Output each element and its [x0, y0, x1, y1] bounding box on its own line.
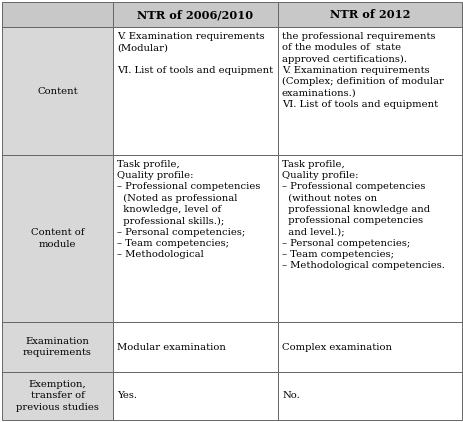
- Text: Task profile,
Quality profile:
– Professional competencies
  (without notes on
 : Task profile, Quality profile: – Profess…: [282, 160, 444, 270]
- Text: Complex examination: Complex examination: [282, 343, 391, 352]
- Bar: [113, 2, 277, 27]
- Bar: [2, 2, 113, 27]
- Text: Content of
module: Content of module: [31, 228, 84, 249]
- Bar: [277, 2, 461, 27]
- Bar: [277, 322, 461, 372]
- Text: No.: No.: [282, 392, 299, 400]
- Text: the professional requirements
of the modules of  state
approved certifications).: the professional requirements of the mod…: [282, 32, 443, 109]
- Text: Task profile,
Quality profile:
– Professional competencies
  (Noted as professio: Task profile, Quality profile: – Profess…: [117, 160, 260, 259]
- Bar: [277, 372, 461, 420]
- Bar: [113, 322, 277, 372]
- Text: Exemption,
transfer of
previous studies: Exemption, transfer of previous studies: [16, 380, 99, 412]
- Bar: [113, 27, 277, 155]
- Bar: [2, 372, 113, 420]
- Bar: [113, 372, 277, 420]
- Text: Modular examination: Modular examination: [117, 343, 225, 352]
- Bar: [277, 155, 461, 322]
- Bar: [2, 27, 113, 155]
- Bar: [2, 322, 113, 372]
- Text: Content: Content: [37, 87, 78, 95]
- Bar: [113, 155, 277, 322]
- Text: Examination
requirements: Examination requirements: [23, 337, 92, 357]
- Bar: [2, 155, 113, 322]
- Text: V. Examination requirements
(Modular)

VI. List of tools and equipment: V. Examination requirements (Modular) VI…: [117, 32, 273, 75]
- Text: NTR of 2006/2010: NTR of 2006/2010: [137, 9, 253, 20]
- Text: NTR of 2012: NTR of 2012: [329, 9, 409, 20]
- Text: Yes.: Yes.: [117, 392, 137, 400]
- Bar: [277, 27, 461, 155]
